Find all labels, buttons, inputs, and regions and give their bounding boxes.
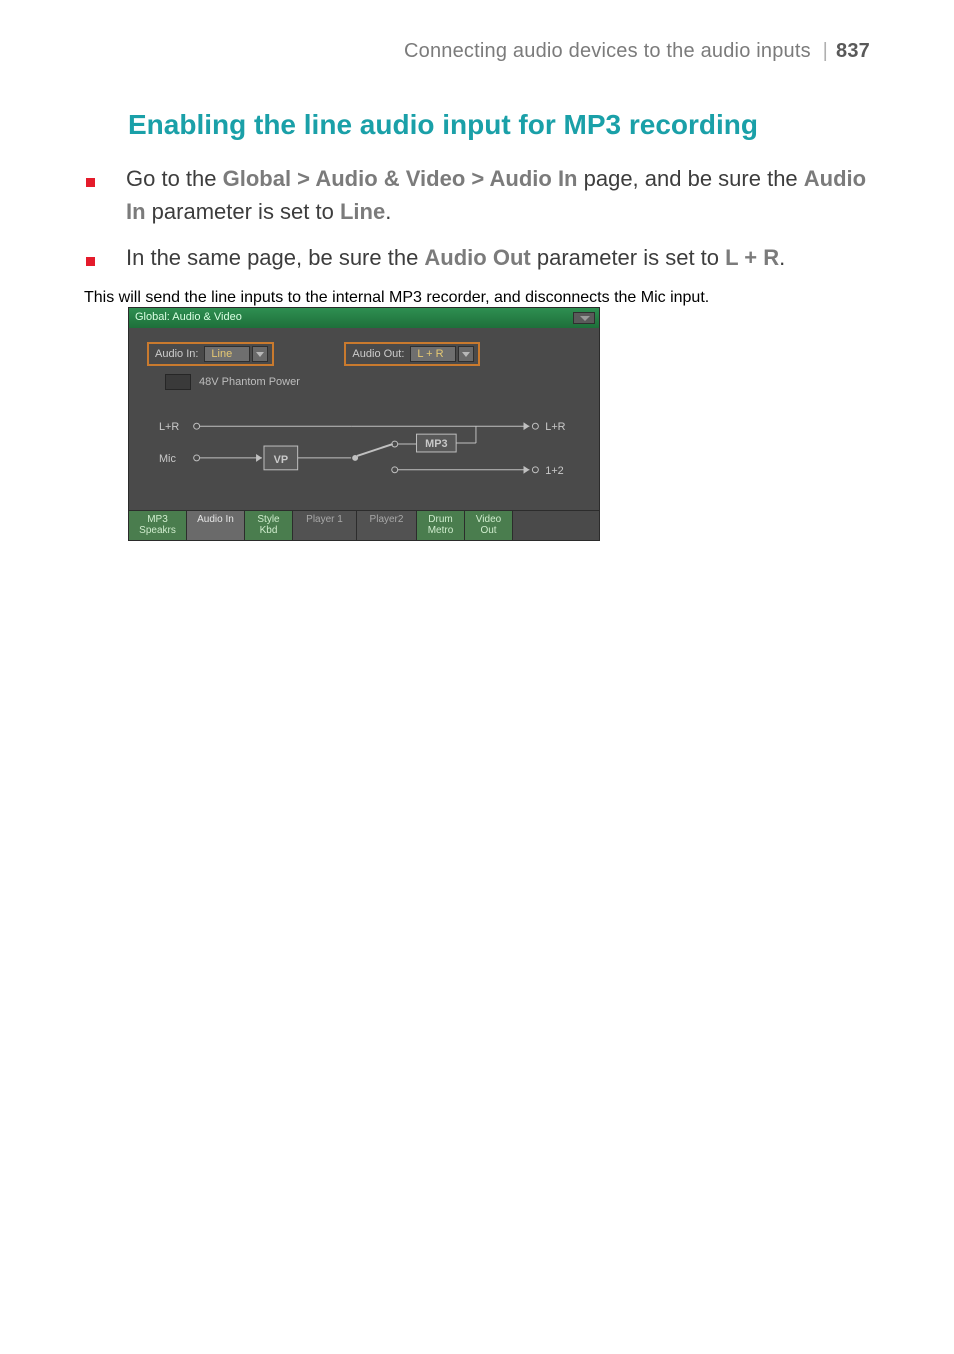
step-item: In the same page, be sure the Audio Out … [86,242,870,275]
step-list: Go to the Global > Audio & Video > Audio… [86,163,870,275]
running-header: Connecting audio devices to the audio in… [84,40,870,63]
page-number: 837 [836,40,870,62]
step-item: Go to the Global > Audio & Video > Audio… [86,163,870,228]
red-bullet-icon [86,242,126,271]
section-title: Enabling the line audio input for MP3 re… [128,109,870,141]
red-bullet-icon [86,163,126,192]
audio-out-label: Audio Out: [352,348,404,360]
settings-screenshot: Global: Audio & Video Audio In: Line Aud… [128,307,600,541]
panel-tab[interactable]: VideoOut [465,511,513,540]
panel-tab[interactable]: Audio In [187,511,245,540]
settings-panel: Global: Audio & Video Audio In: Line Aud… [128,307,600,541]
panel-tab[interactable]: MP3Speakrs [129,511,187,540]
phantom-label: 48V Phantom Power [199,376,300,388]
panel-tabs: MP3SpeakrsAudio InStyleKbdPlayer 1Player… [129,510,599,540]
route-lr-in-label: L+R [159,421,179,433]
audio-out-combo[interactable]: Audio Out: L + R [344,342,480,366]
step-trail-text: This will send the line inputs to the in… [84,289,870,307]
menu-dropdown-icon[interactable] [573,312,595,324]
phantom-power-toggle[interactable]: 48V Phantom Power [165,374,581,390]
panel-title: Global: Audio & Video [135,311,242,323]
chevron-down-icon[interactable] [252,346,268,362]
route-lr-out-label: L+R [545,421,565,433]
header-divider: | [823,40,828,62]
chevron-down-icon[interactable] [458,346,474,362]
checkbox-icon[interactable] [165,374,191,390]
panel-tab[interactable]: Player2 [357,511,417,540]
audio-out-value: L + R [410,346,456,362]
audio-in-value: Line [204,346,250,362]
panel-tab[interactable]: StyleKbd [245,511,293,540]
mp3-box-label: MP3 [425,438,447,450]
audio-in-label: Audio In: [155,348,198,360]
panel-titlebar: Global: Audio & Video [129,308,599,328]
panel-tab[interactable]: DrumMetro [417,511,465,540]
route-12-out-label: 1+2 [545,464,563,476]
routing-diagram: L+R Mic VP [159,416,575,482]
vp-box-label: VP [274,454,289,466]
section-name: Connecting audio devices to the audio in… [404,40,811,62]
audio-in-combo[interactable]: Audio In: Line [147,342,274,366]
panel-content: Audio In: Line Audio Out: L + R 48V Phan… [129,328,599,510]
panel-tab[interactable]: Player 1 [293,511,357,540]
route-mic-label: Mic [159,453,176,465]
step-text: In the same page, be sure the Audio Out … [126,242,870,275]
step-text: Go to the Global > Audio & Video > Audio… [126,163,870,228]
